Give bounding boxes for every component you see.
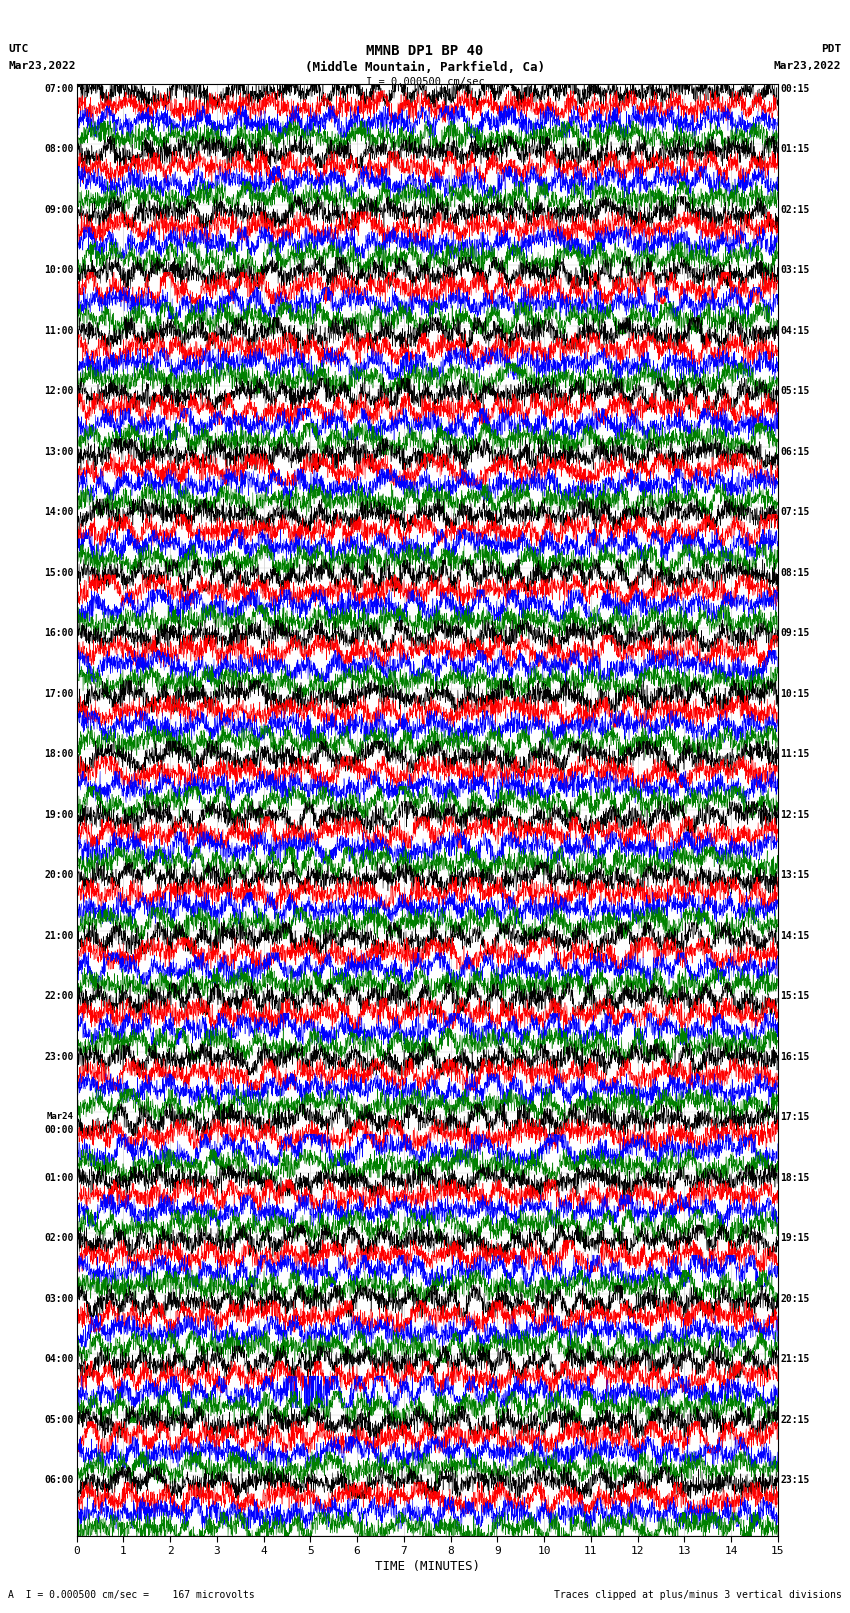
X-axis label: TIME (MINUTES): TIME (MINUTES) bbox=[375, 1560, 479, 1573]
Text: 04:15: 04:15 bbox=[780, 326, 810, 336]
Text: 18:15: 18:15 bbox=[780, 1173, 810, 1182]
Text: 21:00: 21:00 bbox=[44, 931, 74, 940]
Text: Mar23,2022: Mar23,2022 bbox=[8, 61, 76, 71]
Text: 06:00: 06:00 bbox=[44, 1474, 74, 1486]
Text: 23:00: 23:00 bbox=[44, 1052, 74, 1061]
Text: 20:15: 20:15 bbox=[780, 1294, 810, 1303]
Text: 12:00: 12:00 bbox=[44, 387, 74, 397]
Text: 08:00: 08:00 bbox=[44, 145, 74, 155]
Text: 08:15: 08:15 bbox=[780, 568, 810, 577]
Text: 19:15: 19:15 bbox=[780, 1232, 810, 1244]
Text: 03:00: 03:00 bbox=[44, 1294, 74, 1303]
Text: 14:15: 14:15 bbox=[780, 931, 810, 940]
Text: 05:00: 05:00 bbox=[44, 1415, 74, 1424]
Text: (Middle Mountain, Parkfield, Ca): (Middle Mountain, Parkfield, Ca) bbox=[305, 61, 545, 74]
Text: 00:15: 00:15 bbox=[780, 84, 810, 94]
Text: Mar23,2022: Mar23,2022 bbox=[774, 61, 842, 71]
Text: Traces clipped at plus/minus 3 vertical divisions: Traces clipped at plus/minus 3 vertical … bbox=[553, 1590, 842, 1600]
Text: 13:15: 13:15 bbox=[780, 871, 810, 881]
Text: 01:15: 01:15 bbox=[780, 145, 810, 155]
Text: 21:15: 21:15 bbox=[780, 1355, 810, 1365]
Text: 09:00: 09:00 bbox=[44, 205, 74, 215]
Text: 05:15: 05:15 bbox=[780, 387, 810, 397]
Text: I = 0.000500 cm/sec: I = 0.000500 cm/sec bbox=[366, 77, 484, 87]
Text: PDT: PDT bbox=[821, 44, 842, 53]
Text: 17:15: 17:15 bbox=[780, 1113, 810, 1123]
Text: 11:15: 11:15 bbox=[780, 748, 810, 760]
Text: UTC: UTC bbox=[8, 44, 29, 53]
Text: 02:15: 02:15 bbox=[780, 205, 810, 215]
Text: 00:00: 00:00 bbox=[44, 1126, 74, 1136]
Text: 01:00: 01:00 bbox=[44, 1173, 74, 1182]
Text: 16:15: 16:15 bbox=[780, 1052, 810, 1061]
Text: 06:15: 06:15 bbox=[780, 447, 810, 456]
Text: 07:15: 07:15 bbox=[780, 508, 810, 518]
Text: 16:00: 16:00 bbox=[44, 627, 74, 639]
Text: MMNB DP1 BP 40: MMNB DP1 BP 40 bbox=[366, 44, 484, 58]
Text: A  I = 0.000500 cm/sec =    167 microvolts: A I = 0.000500 cm/sec = 167 microvolts bbox=[8, 1590, 255, 1600]
Text: 15:15: 15:15 bbox=[780, 990, 810, 1002]
Text: 17:00: 17:00 bbox=[44, 689, 74, 698]
Text: 10:00: 10:00 bbox=[44, 266, 74, 276]
Text: 19:00: 19:00 bbox=[44, 810, 74, 819]
Text: 23:15: 23:15 bbox=[780, 1474, 810, 1486]
Text: 11:00: 11:00 bbox=[44, 326, 74, 336]
Text: 18:00: 18:00 bbox=[44, 748, 74, 760]
Text: 14:00: 14:00 bbox=[44, 508, 74, 518]
Text: 03:15: 03:15 bbox=[780, 266, 810, 276]
Text: 07:00: 07:00 bbox=[44, 84, 74, 94]
Text: 22:00: 22:00 bbox=[44, 990, 74, 1002]
Text: 04:00: 04:00 bbox=[44, 1355, 74, 1365]
Text: 22:15: 22:15 bbox=[780, 1415, 810, 1424]
Text: 02:00: 02:00 bbox=[44, 1232, 74, 1244]
Text: 10:15: 10:15 bbox=[780, 689, 810, 698]
Text: 09:15: 09:15 bbox=[780, 627, 810, 639]
Text: 13:00: 13:00 bbox=[44, 447, 74, 456]
Text: 15:00: 15:00 bbox=[44, 568, 74, 577]
Text: Mar24: Mar24 bbox=[47, 1113, 74, 1121]
Text: 12:15: 12:15 bbox=[780, 810, 810, 819]
Text: 20:00: 20:00 bbox=[44, 871, 74, 881]
